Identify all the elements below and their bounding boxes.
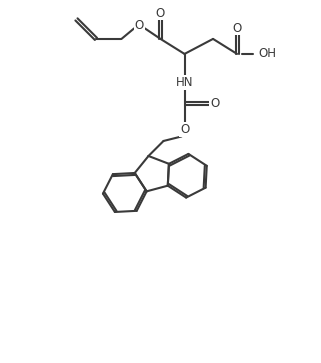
Text: HN: HN (176, 76, 193, 89)
Text: O: O (210, 97, 219, 110)
Text: O: O (232, 22, 242, 35)
Text: O: O (156, 7, 165, 20)
Text: O: O (135, 19, 144, 32)
Text: OH: OH (259, 48, 277, 60)
Text: O: O (180, 123, 189, 136)
